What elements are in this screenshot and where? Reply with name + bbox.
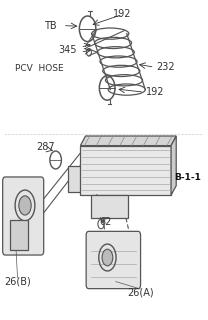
Text: 287: 287: [36, 142, 55, 152]
Polygon shape: [171, 136, 176, 195]
FancyBboxPatch shape: [86, 231, 141, 289]
FancyBboxPatch shape: [80, 146, 171, 195]
Text: 62: 62: [99, 217, 111, 228]
Text: TB: TB: [44, 20, 57, 31]
FancyBboxPatch shape: [10, 220, 28, 250]
FancyBboxPatch shape: [68, 166, 82, 192]
Text: 26(A): 26(A): [127, 288, 154, 298]
Text: 192: 192: [146, 87, 165, 97]
FancyBboxPatch shape: [91, 195, 128, 218]
Text: 26(B): 26(B): [4, 276, 31, 287]
Text: 345: 345: [59, 44, 77, 55]
Circle shape: [102, 249, 113, 266]
Text: B-1-1: B-1-1: [174, 173, 201, 182]
Text: 192: 192: [113, 9, 132, 20]
Text: 232: 232: [157, 62, 175, 72]
Polygon shape: [80, 136, 176, 146]
Circle shape: [19, 196, 31, 215]
FancyBboxPatch shape: [3, 177, 44, 255]
Text: PCV  HOSE: PCV HOSE: [15, 64, 64, 73]
